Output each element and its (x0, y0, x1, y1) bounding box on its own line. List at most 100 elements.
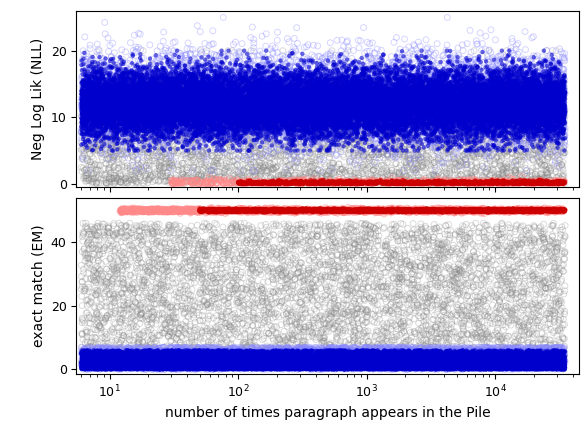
Point (488, 141, 497, 148)
Point (203, 87, 213, 94)
Point (205, 84, 215, 91)
Point (324, 346, 333, 353)
Point (148, 355, 157, 362)
Point (541, 359, 550, 366)
Point (556, 359, 565, 366)
Point (404, 360, 413, 367)
Point (272, 138, 281, 145)
Point (480, 128, 489, 135)
Point (236, 180, 246, 187)
Point (517, 364, 526, 371)
Point (446, 93, 455, 100)
Point (542, 85, 551, 92)
Point (433, 134, 443, 141)
Point (263, 209, 273, 216)
Point (554, 259, 563, 266)
Point (196, 207, 206, 214)
Point (440, 81, 450, 88)
Point (329, 364, 338, 371)
Point (554, 74, 563, 81)
Point (411, 100, 420, 107)
Point (557, 141, 566, 148)
Point (282, 362, 291, 369)
Point (462, 359, 472, 366)
Point (262, 361, 272, 368)
Point (270, 112, 279, 119)
Point (192, 362, 201, 369)
Point (539, 355, 549, 362)
Point (360, 95, 370, 102)
Point (94, 303, 103, 310)
Point (429, 364, 438, 371)
Point (375, 76, 385, 83)
Point (101, 92, 110, 99)
Point (384, 103, 393, 110)
Point (366, 114, 376, 121)
Point (91, 349, 101, 356)
Point (487, 354, 496, 361)
Point (379, 123, 388, 130)
Point (465, 146, 475, 153)
Point (199, 99, 209, 106)
Point (273, 363, 283, 370)
Point (495, 103, 504, 110)
Point (485, 360, 495, 367)
Point (394, 91, 403, 98)
Point (202, 365, 212, 372)
Point (130, 116, 139, 123)
Point (80, 284, 89, 291)
Point (426, 101, 435, 108)
Point (527, 357, 536, 364)
Point (304, 206, 313, 213)
Point (293, 352, 303, 359)
Point (547, 76, 557, 83)
Point (114, 361, 123, 368)
Point (344, 109, 353, 116)
Point (236, 122, 246, 129)
Point (498, 114, 507, 120)
Point (362, 93, 371, 100)
Point (178, 99, 188, 106)
Point (225, 283, 235, 289)
Point (336, 81, 346, 88)
Point (230, 313, 239, 320)
Point (333, 347, 343, 353)
Point (495, 362, 504, 369)
Point (308, 74, 318, 81)
Point (151, 347, 161, 354)
Point (403, 318, 413, 325)
Point (339, 132, 349, 139)
Point (231, 107, 240, 114)
Point (550, 141, 559, 147)
Point (482, 363, 492, 370)
Point (174, 360, 183, 367)
Point (200, 279, 209, 286)
Point (127, 106, 136, 113)
Point (217, 354, 226, 361)
Point (424, 113, 433, 120)
Point (482, 339, 492, 346)
Point (424, 357, 433, 364)
Point (307, 362, 316, 369)
Point (416, 154, 425, 161)
Point (191, 105, 201, 112)
Point (105, 355, 115, 362)
Point (430, 362, 440, 369)
Point (482, 359, 491, 366)
Point (300, 361, 309, 368)
Point (172, 124, 181, 131)
Point (517, 99, 527, 106)
Point (110, 118, 119, 125)
Point (247, 104, 256, 111)
Point (460, 114, 469, 121)
Point (462, 209, 472, 215)
Point (253, 93, 263, 100)
Point (415, 206, 425, 213)
Point (442, 354, 452, 361)
Point (431, 144, 440, 151)
Point (203, 356, 212, 363)
Point (129, 295, 138, 302)
Point (397, 107, 406, 114)
Point (339, 359, 348, 366)
Point (387, 83, 397, 90)
